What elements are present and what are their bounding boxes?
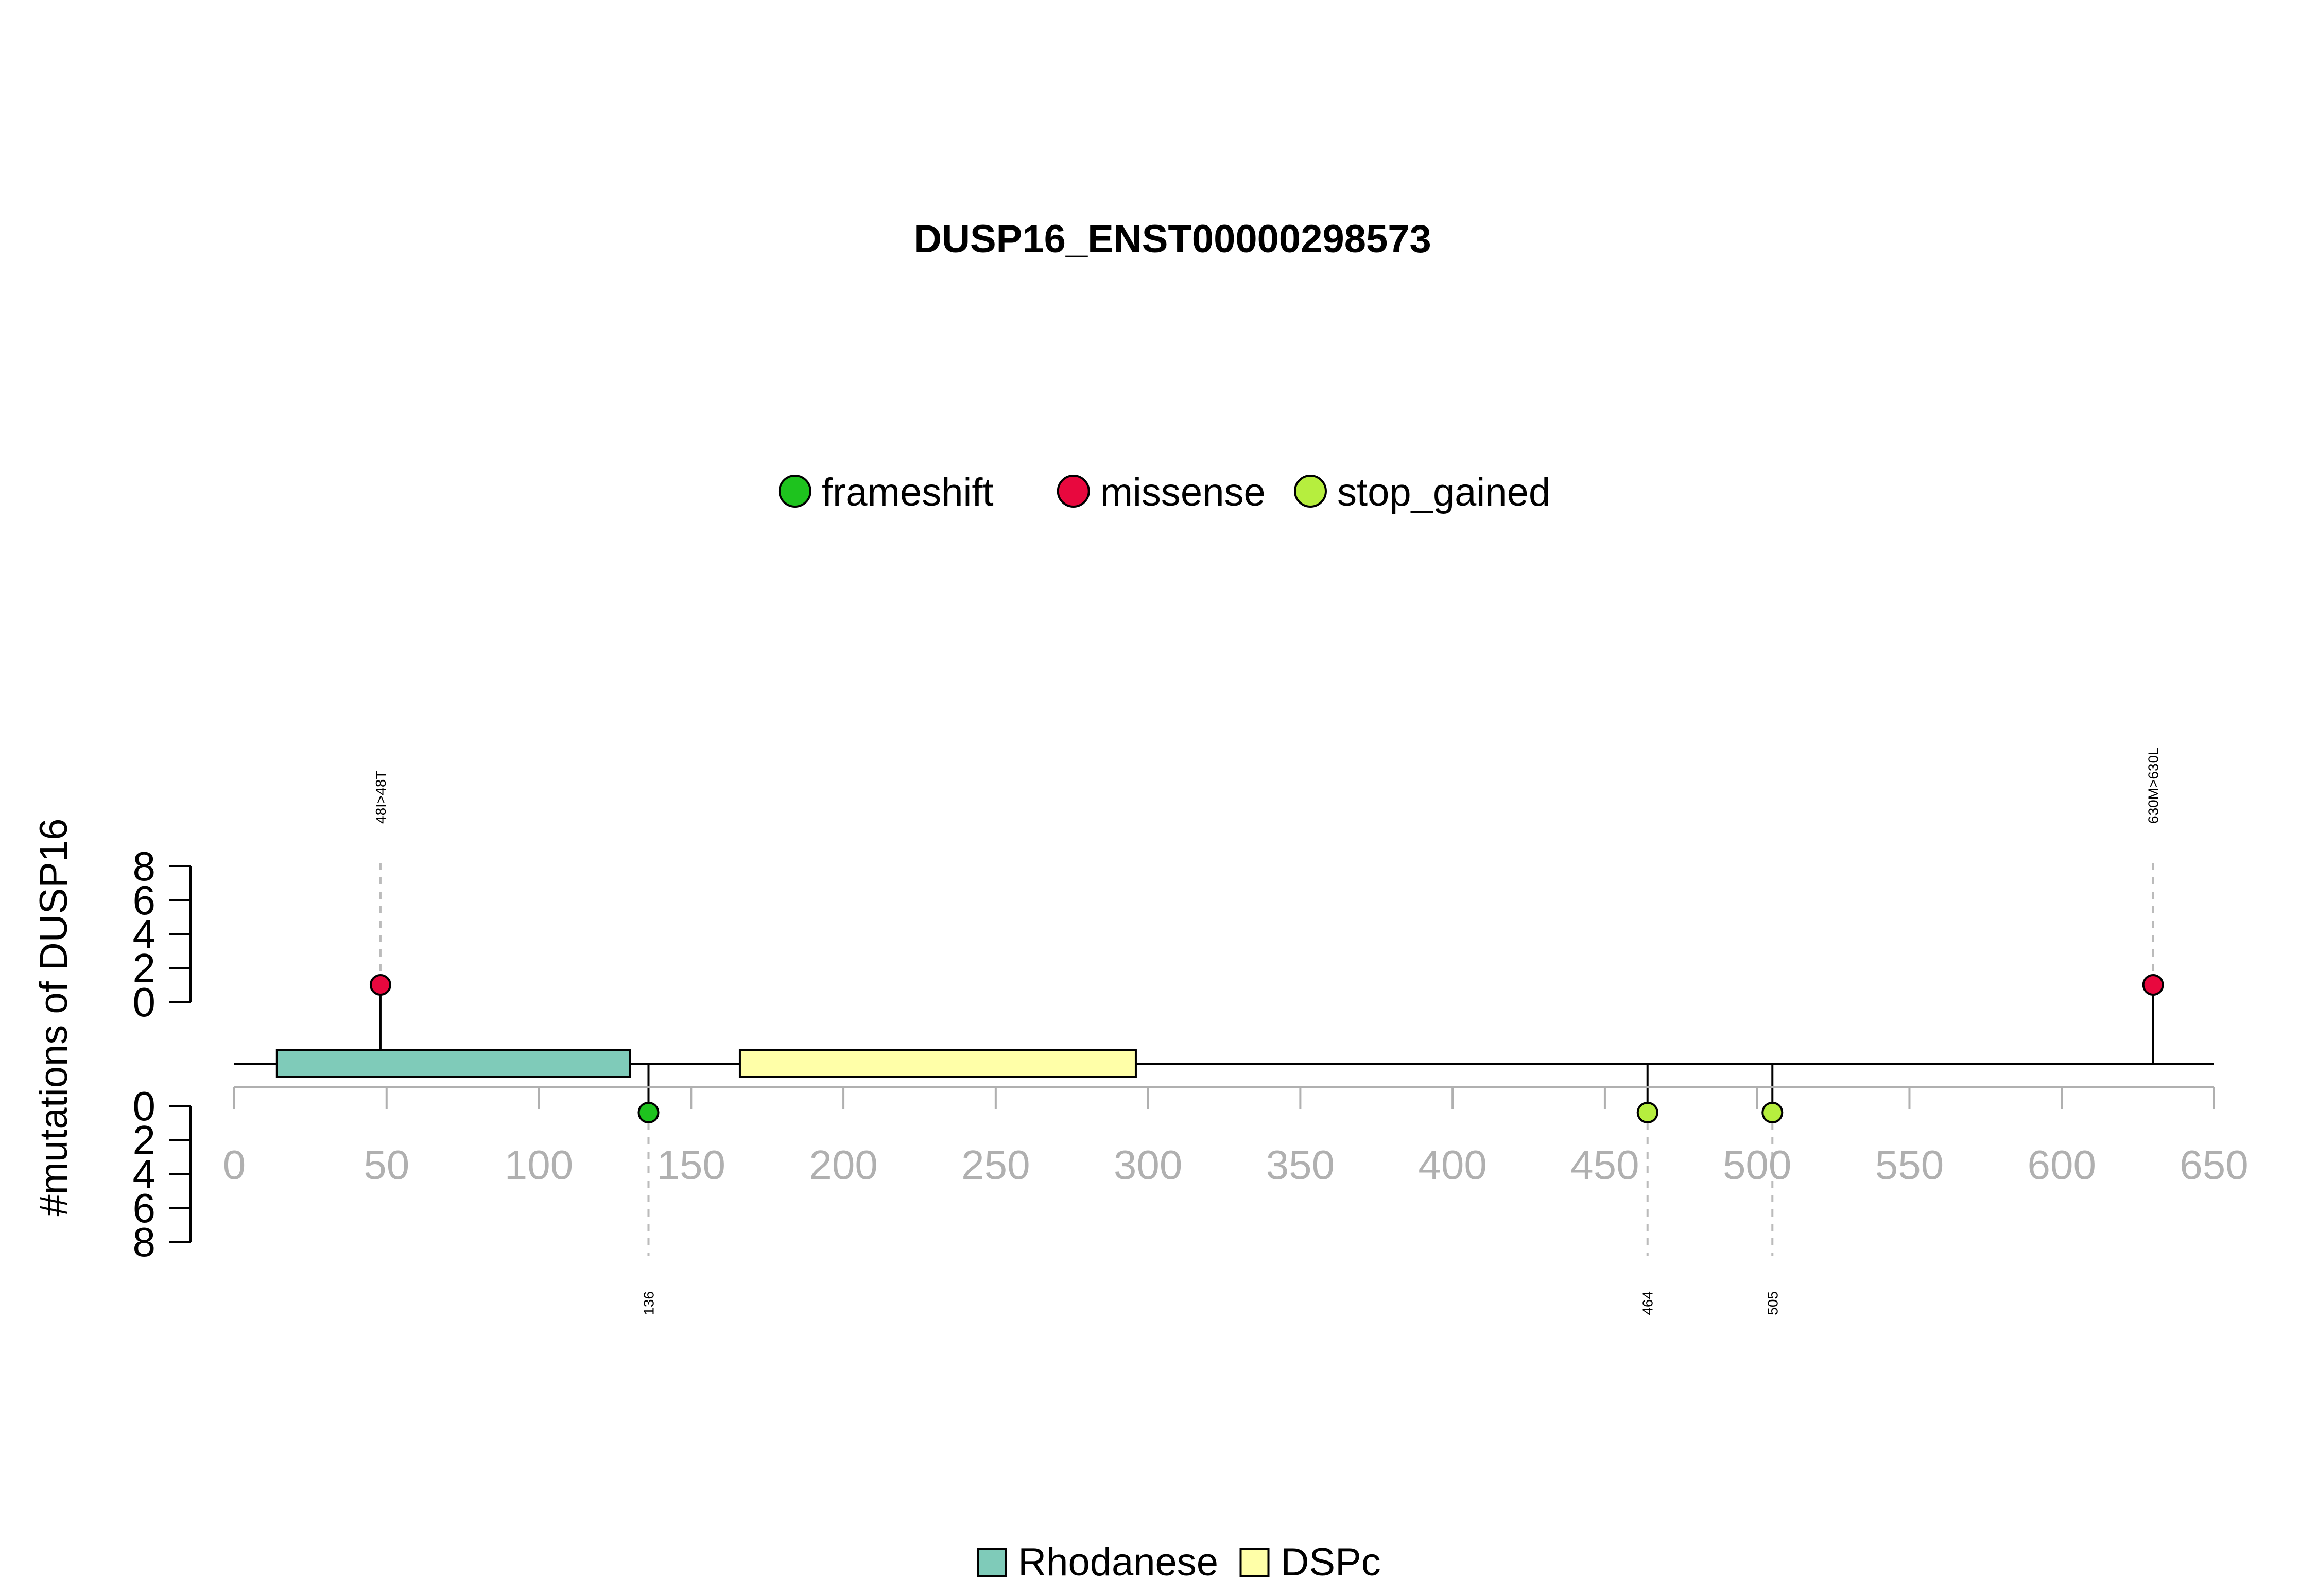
x-tick-label: 300 bbox=[1114, 1142, 1182, 1188]
lollipop-head-frameshift bbox=[637, 1102, 660, 1123]
mutation-label: 464 bbox=[1640, 1291, 1656, 1315]
x-tick-label: 0 bbox=[223, 1142, 246, 1188]
lollipop-head-stop_gained bbox=[1636, 1102, 1658, 1123]
lollipop-head-stop_gained bbox=[1761, 1102, 1784, 1123]
lollipop-heads bbox=[369, 974, 2164, 1123]
x-tick-label: 350 bbox=[1266, 1142, 1335, 1188]
legend-marker-frameshift bbox=[778, 475, 811, 508]
y-tick-label-top: 0 bbox=[133, 979, 156, 1025]
y-tick-label-bottom: 4 bbox=[133, 1151, 156, 1197]
x-tick-label: 100 bbox=[505, 1142, 573, 1188]
y-tick-label-bottom: 2 bbox=[133, 1117, 156, 1163]
domain-legend-label-DSPc: DSPc bbox=[1281, 1540, 1381, 1584]
x-tick-label: 600 bbox=[2027, 1142, 2096, 1188]
domain-legend-swatch-DSPc bbox=[1239, 1548, 1270, 1577]
x-axis: 0 50 100 150 200 250 300 350 400 450 500 550 600 650 bbox=[223, 1086, 2249, 1188]
mutation-labels: 48I>48T 630M>630L 136 464 505 bbox=[373, 747, 2162, 1315]
y-tick-label-bottom: 8 bbox=[133, 1219, 156, 1265]
legend-marker-stop_gained bbox=[1293, 475, 1327, 508]
x-tick-label: 150 bbox=[657, 1142, 725, 1188]
legend-label-frameshift: frameshift bbox=[822, 471, 994, 514]
x-tick-label: 550 bbox=[1875, 1142, 1944, 1188]
y-tick-label-bottom: 0 bbox=[133, 1083, 156, 1129]
mutation-label: 136 bbox=[641, 1291, 656, 1315]
domain-legend-swatch-Rhodanese bbox=[977, 1548, 1007, 1577]
y-axis-label: #mutations of DUSP16 bbox=[32, 818, 76, 1216]
x-tick-label: 250 bbox=[961, 1142, 1030, 1188]
mutation-label: 505 bbox=[1765, 1291, 1780, 1315]
x-tick-label: 50 bbox=[364, 1142, 409, 1188]
mutation-legend: frameshift missense stop_gained bbox=[778, 471, 1550, 514]
legend-label-stop_gained: stop_gained bbox=[1337, 471, 1550, 514]
y-tick-label-top: 6 bbox=[133, 877, 156, 923]
x-tick-label: 650 bbox=[2180, 1142, 2248, 1188]
guide-lines bbox=[379, 863, 2154, 1256]
lollipop-stems bbox=[379, 985, 2154, 1113]
chart-title: DUSP16_ENST00000298573 bbox=[913, 217, 1431, 261]
y-tick-label-bottom: 6 bbox=[133, 1185, 156, 1231]
x-tick-label: 500 bbox=[1723, 1142, 1791, 1188]
legend-label-missense: missense bbox=[1100, 471, 1266, 514]
protein-domains bbox=[275, 1049, 1137, 1078]
x-tick-label: 450 bbox=[1570, 1142, 1639, 1188]
y-tick-label-top: 8 bbox=[133, 843, 156, 889]
domain-DSPc bbox=[738, 1049, 1137, 1078]
lollipop-head-missense bbox=[369, 974, 391, 996]
y-tick-label-top: 4 bbox=[133, 911, 156, 957]
domain-legend-label-Rhodanese: Rhodanese bbox=[1018, 1540, 1218, 1584]
domain-Rhodanese bbox=[275, 1049, 631, 1078]
y-tick-label-top: 2 bbox=[133, 945, 156, 991]
mutation-label: 630M>630L bbox=[2146, 747, 2162, 824]
mutation-label: 48I>48T bbox=[373, 770, 389, 824]
x-tick-label: 200 bbox=[809, 1142, 877, 1188]
domain-legend: Rhodanese DSPc bbox=[977, 1540, 1381, 1584]
legend-marker-missense bbox=[1057, 475, 1090, 508]
x-tick-label: 400 bbox=[1418, 1142, 1486, 1188]
lollipop-head-missense bbox=[2142, 974, 2164, 996]
